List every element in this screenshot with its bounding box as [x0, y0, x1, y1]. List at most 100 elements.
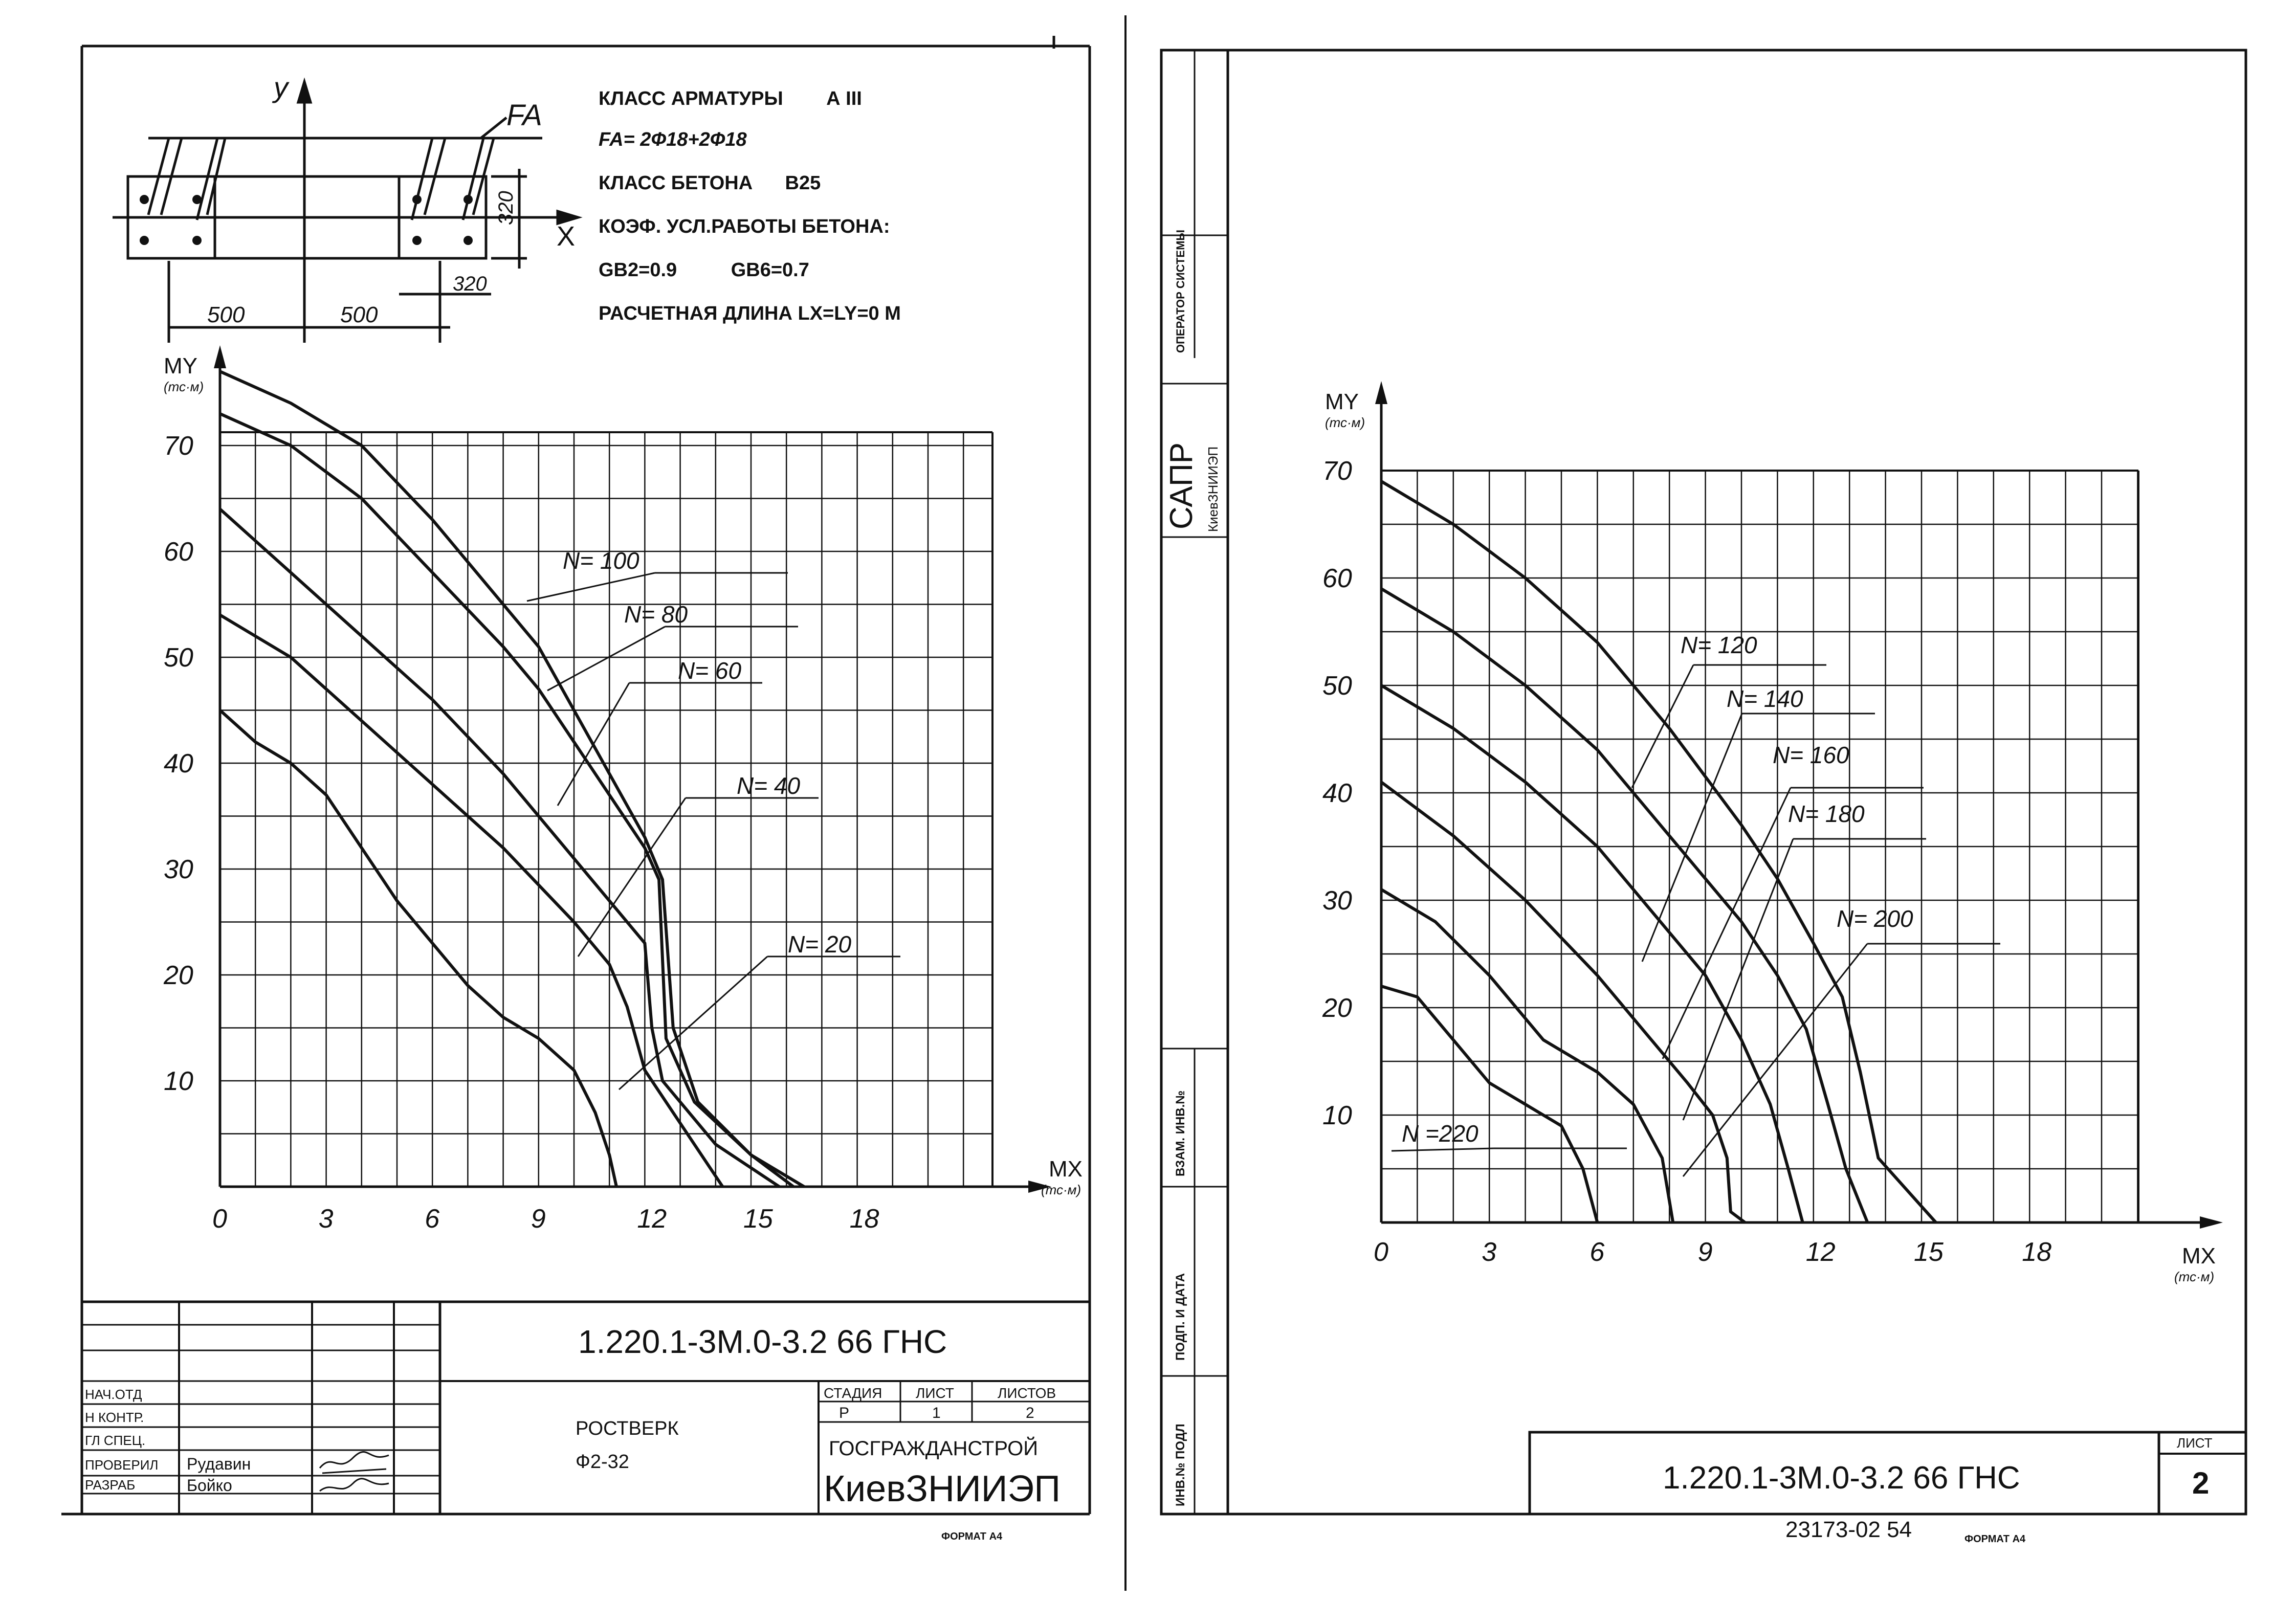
series-label: N= 60	[678, 657, 741, 684]
x-tick-label: 6	[1589, 1237, 1604, 1267]
right-title-block	[1528, 1431, 2247, 1516]
series-label: N= 40	[737, 772, 800, 799]
series-callout-leader	[1662, 787, 1792, 1059]
y-tick-label: 40	[1322, 779, 1352, 808]
signature-developed	[319, 1478, 389, 1492]
x-tick-label: 12	[637, 1204, 667, 1234]
series-callout-leader	[1682, 943, 1868, 1177]
y-axis-label: MY	[164, 353, 197, 379]
section-axis-x: X	[557, 221, 575, 252]
x-axis-arrow	[1028, 1181, 1051, 1193]
series-label: N =220	[1402, 1120, 1478, 1147]
y-axis-unit: (тс·м)	[1325, 415, 1365, 430]
left-title-roles: НАЧ.ОТД Н КОНТР. ГЛ СПЕЦ. ПРОВЕРИЛ РАЗРА…	[85, 1387, 158, 1493]
spec-gb: GB2=0.9 GB6=0.7	[599, 259, 809, 281]
signature-checked	[319, 1451, 389, 1474]
series-line	[219, 412, 794, 1188]
series-label: N= 160	[1773, 742, 1849, 768]
side-operator: ОПЕРАТОР СИСТЕМЫ	[1174, 230, 1187, 353]
series-label: N= 200	[1837, 905, 1913, 932]
interaction-diagram-left: MY(тс·м)MX(тс·м)0 3 6 9 12 15 1810203040506070…	[163, 345, 1083, 1234]
y-tick-label: 50	[1322, 671, 1352, 701]
y-tick-label: 20	[163, 961, 193, 990]
series-line	[1380, 684, 1804, 1223]
series-callout-leader	[557, 682, 630, 806]
section-dim-500-left: 500	[207, 302, 245, 327]
sheet-value: 1	[932, 1405, 941, 1421]
stage-value: Р	[839, 1405, 849, 1421]
series-callout-leader	[1631, 664, 1694, 788]
org-name: ГОСГРАЖДАНСТРОЙ	[829, 1436, 1038, 1460]
x-tick-label: 3	[319, 1204, 334, 1234]
section-fa-label: FA	[506, 99, 542, 132]
role-head: НАЧ.ОТД	[85, 1387, 142, 1402]
object-name: РОСТВЕРК	[576, 1418, 679, 1439]
series-callout-leader	[1682, 838, 1794, 1121]
y-tick-label: 60	[164, 537, 193, 567]
section-dim-320-vertical: 320	[495, 191, 517, 225]
series-callout-leader	[1641, 713, 1743, 962]
right-title-code: 1.220.1-3М.0-3.2 66 ГНС	[1663, 1460, 2020, 1496]
role-checked: ПРОВЕРИЛ	[85, 1457, 158, 1473]
right-sheet-header: ЛИСТ	[2177, 1435, 2213, 1451]
name-checked: Рудавин	[187, 1455, 251, 1473]
section-dim-320-horizontal: 320	[453, 273, 487, 295]
right-format: ФОРМАТ А4	[1964, 1533, 2026, 1545]
series-line	[219, 370, 805, 1188]
x-tick-label: 9	[531, 1204, 546, 1234]
side-replaced-inv: ВЗАМ. ИНВ.№	[1174, 1091, 1187, 1176]
spec-concrete-class: КЛАСС БЕТОНА В25	[599, 172, 821, 194]
right-sheet: ОПЕРАТОР СИСТЕМЫ САПР КиевЗНИИЭП ВЗАМ. И…	[1160, 49, 2247, 1545]
left-sheet: y X FA 320 320 500 500 КЛАСС АРМАТУРЫ А …	[61, 36, 1091, 1542]
cross-section-sketch	[113, 77, 583, 343]
x-tick-label: 12	[1806, 1237, 1836, 1267]
side-institute: КиевЗНИИЭП	[1205, 447, 1221, 532]
x-axis-unit: (тс·м)	[1041, 1182, 1081, 1197]
stage-header: СТАДИЯ	[824, 1385, 882, 1401]
y-tick-label: 60	[1322, 564, 1352, 593]
sheets-header: ЛИСТОВ	[998, 1385, 1056, 1401]
left-title-code: 1.220.1-3М.0-3.2 66 ГНС	[578, 1323, 947, 1360]
spec-fa: FA= 2Ф18+2Ф18	[599, 129, 747, 150]
x-tick-label: 0	[1374, 1237, 1388, 1267]
series-label: N= 20	[788, 931, 851, 958]
x-tick-label: 0	[212, 1204, 227, 1234]
x-axis-label: MX	[2182, 1243, 2216, 1269]
series-line	[1380, 888, 1675, 1223]
spec-work-coef: КОЭФ. УСЛ.РАБОТЫ БЕТОНА:	[599, 216, 890, 237]
spec-design-length: РАСЧЕТНАЯ ДЛИНА LX=LY=0 M	[599, 303, 901, 324]
y-tick-label: 30	[1322, 886, 1352, 916]
y-tick-label: 50	[164, 643, 193, 673]
interaction-diagram-right: MY(тс·м)MX(тс·м)0 3 6 9 12 15 1810203040506070…	[1322, 381, 2223, 1284]
y-axis-arrow	[214, 345, 226, 368]
y-tick-label: 70	[164, 431, 193, 461]
series-callout-leader	[1391, 1147, 1494, 1152]
org-institute: КиевЗНИИЭП	[824, 1469, 1061, 1509]
x-tick-label: 6	[425, 1204, 439, 1234]
series-callout-leader	[577, 797, 687, 957]
series-callout-leader	[618, 955, 768, 1091]
role-developed: РАЗРАБ	[85, 1477, 135, 1493]
sheet-header: ЛИСТ	[916, 1385, 954, 1401]
name-developed: Бойко	[187, 1476, 232, 1495]
x-axis-arrow	[2200, 1216, 2223, 1229]
section-axis-y: y	[272, 71, 290, 103]
series-label: N= 180	[1788, 800, 1865, 827]
side-inv-original: ИНВ.№ ПОДЛ	[1174, 1424, 1187, 1506]
series-line	[1380, 587, 1869, 1224]
x-axis-label: MX	[1049, 1157, 1083, 1182]
series-line	[219, 613, 724, 1188]
y-tick-label: 20	[1322, 993, 1352, 1023]
rebar-markers	[140, 195, 473, 245]
sheets-value: 2	[1026, 1405, 1034, 1421]
series-callout-leader	[547, 626, 666, 692]
y-tick-label: 70	[1322, 456, 1352, 486]
x-axis-unit: (тс·м)	[2174, 1269, 2214, 1284]
series-callout-leader	[526, 572, 655, 602]
right-sheet-number: 2	[2192, 1466, 2209, 1500]
series-line	[218, 709, 618, 1187]
series-label: N= 120	[1681, 632, 1757, 658]
y-tick-label: 10	[1322, 1101, 1352, 1130]
series-label: N= 80	[624, 601, 688, 628]
